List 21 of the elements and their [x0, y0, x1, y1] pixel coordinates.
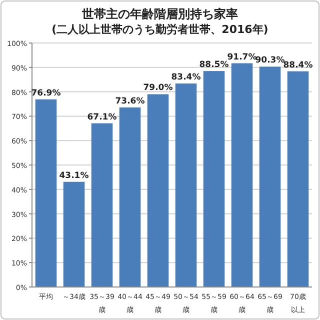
data-label: 83.4%: [171, 72, 202, 83]
data-label: 79.0%: [143, 83, 174, 94]
bar: [35, 99, 57, 287]
data-label: 73.6%: [115, 96, 146, 106]
bar: [147, 94, 169, 287]
data-label: 43.1%: [59, 170, 90, 181]
bar: [63, 182, 85, 287]
bar: [91, 123, 113, 287]
data-label: 91.7%: [227, 52, 258, 62]
bar: [119, 107, 141, 287]
bar: [287, 71, 309, 287]
bar: [259, 66, 281, 287]
chart-title: 世帯主の年齢階層別持ち家率: [81, 7, 238, 21]
data-label: 88.5%: [199, 60, 230, 70]
chart-subtitle: (二人以上世帯のうち勤労者世帯、2016年): [52, 23, 268, 36]
data-label: 67.1%: [87, 112, 118, 122]
bar: [175, 84, 197, 287]
bar: [231, 63, 253, 287]
bar: [203, 71, 225, 287]
data-label: 88.4%: [283, 60, 314, 70]
data-label: 76.9%: [31, 88, 62, 98]
